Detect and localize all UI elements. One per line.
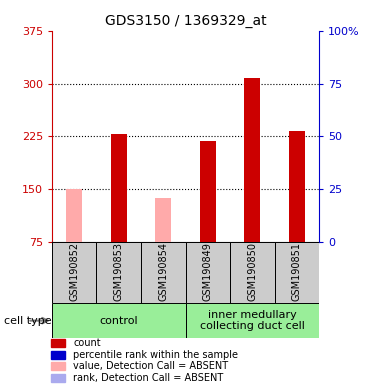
Bar [155,198,171,242]
Bar [275,242,319,303]
Title: GDS3150 / 1369329_at: GDS3150 / 1369329_at [105,14,266,28]
Text: value, Detection Call = ABSENT: value, Detection Call = ABSENT [73,361,229,371]
Bar [186,303,319,338]
Bar [51,351,65,359]
Text: control: control [99,316,138,326]
Bar [200,141,216,242]
Text: GSM190850: GSM190850 [247,242,257,301]
Bar [244,78,260,242]
Text: GSM190852: GSM190852 [69,242,79,301]
Text: inner medullary
collecting duct cell: inner medullary collecting duct cell [200,310,305,331]
Text: percentile rank within the sample: percentile rank within the sample [73,350,238,360]
Bar [51,339,65,347]
Text: GSM190851: GSM190851 [292,242,302,301]
Text: GSM190853: GSM190853 [114,242,124,301]
Text: cell type: cell type [4,316,51,326]
Bar [66,189,82,242]
Bar [186,242,230,303]
Bar [141,242,186,303]
Text: count: count [73,338,101,348]
Bar [52,303,186,338]
Text: GSM190854: GSM190854 [158,242,168,301]
Bar [51,374,65,382]
Bar [51,362,65,370]
Text: GSM190849: GSM190849 [203,242,213,301]
Bar [230,242,275,303]
Text: rank, Detection Call = ABSENT: rank, Detection Call = ABSENT [73,373,223,383]
Bar [289,131,305,242]
Bar [111,134,127,242]
Bar [52,242,96,303]
Bar [96,242,141,303]
